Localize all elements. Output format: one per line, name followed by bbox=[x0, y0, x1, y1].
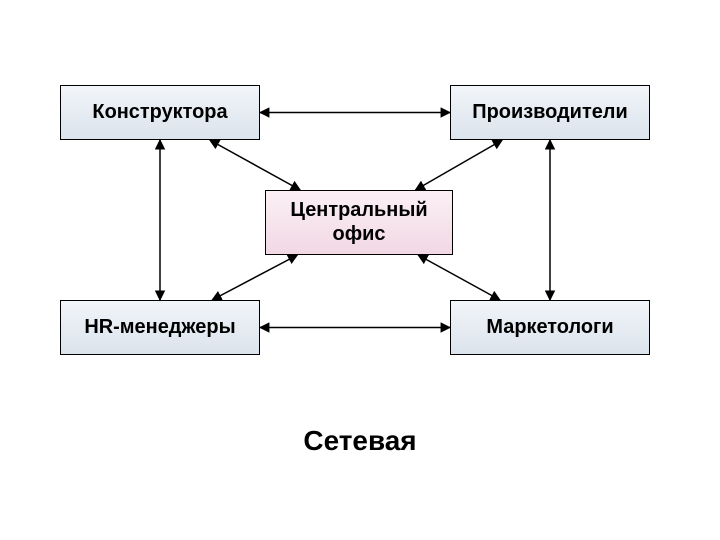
node-label: Маркетологи bbox=[486, 316, 613, 340]
edges-layer bbox=[0, 0, 720, 540]
node-manufacturers: Производители bbox=[450, 85, 650, 140]
diagram-canvas: Конструктора Производители Центральныйоф… bbox=[0, 0, 720, 540]
edge-center-top_right bbox=[415, 140, 502, 190]
node-hr-managers: HR-менеджеры bbox=[60, 300, 260, 355]
diagram-caption: Сетевая bbox=[255, 425, 465, 457]
edge-center-top_left bbox=[210, 140, 300, 190]
node-label: HR-менеджеры bbox=[84, 316, 235, 340]
edge-center-bot_left bbox=[212, 255, 297, 300]
node-label: Производители bbox=[472, 101, 627, 125]
node-constructors: Конструктора bbox=[60, 85, 260, 140]
caption-text: Сетевая bbox=[303, 425, 416, 456]
node-central-office: Центральныйофис bbox=[265, 190, 453, 255]
node-label: Центральныйофис bbox=[290, 199, 427, 247]
edge-center-bot_right bbox=[418, 255, 500, 300]
node-marketers: Маркетологи bbox=[450, 300, 650, 355]
node-label: Конструктора bbox=[92, 101, 227, 125]
